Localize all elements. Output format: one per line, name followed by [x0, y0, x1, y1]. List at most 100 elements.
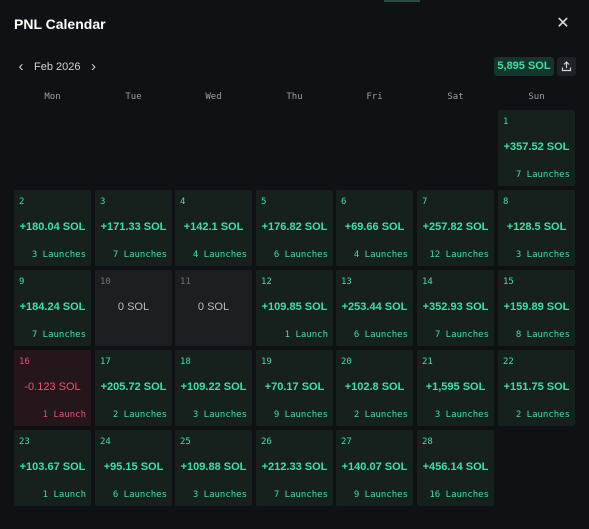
day-pnl: +159.89 SOL	[503, 301, 570, 313]
launch-count: 9 Launches	[273, 410, 328, 420]
calendar-day[interactable]: 22 +151.75 SOL 2 Launches	[498, 350, 575, 426]
top-accent-line	[384, 0, 420, 2]
day-number: 26	[261, 437, 272, 447]
calendar-day[interactable]: 7 +257.82 SOL 12 Launches	[417, 190, 494, 266]
day-number: 22	[503, 357, 514, 367]
day-pnl: +212.33 SOL	[261, 461, 328, 473]
weekday-label: Thu	[286, 92, 303, 102]
calendar-day[interactable]: 14 +352.93 SOL 7 Launches	[417, 270, 494, 346]
calendar-day[interactable]: 8 +128.5 SOL 3 Launches	[498, 190, 575, 266]
calendar-day[interactable]: 26 +212.33 SOL 7 Launches	[256, 430, 333, 506]
calendar-day[interactable]: 18 +109.22 SOL 3 Launches	[175, 350, 252, 426]
day-number: 18	[180, 357, 191, 367]
day-number: 3	[100, 197, 106, 207]
day-pnl: +95.15 SOL	[103, 461, 164, 473]
day-number: 17	[100, 357, 111, 367]
total-pnl-badge: 5,895 SOL	[494, 57, 554, 76]
calendar-day[interactable]: 5 +176.82 SOL 6 Launches	[256, 190, 333, 266]
day-pnl: +257.82 SOL	[422, 221, 489, 233]
day-pnl: +140.07 SOL	[341, 461, 408, 473]
day-number: 20	[341, 357, 352, 367]
day-pnl: +184.24 SOL	[19, 301, 86, 313]
day-pnl: +176.82 SOL	[261, 221, 328, 233]
weekday-label: Mon	[44, 92, 61, 102]
close-icon[interactable]: ✕	[556, 15, 570, 32]
launch-count: 12 Launches	[429, 250, 489, 260]
calendar-day[interactable]: 1 +357.52 SOL 7 Launches	[498, 110, 575, 186]
chevron-right-icon[interactable]: ›	[90, 58, 96, 75]
day-number: 10	[100, 277, 111, 287]
calendar-day[interactable]: 3 +171.33 SOL 7 Launches	[95, 190, 172, 266]
calendar-day[interactable]: 16 -0.123 SOL 1 Launch	[14, 350, 91, 426]
day-number: 7	[422, 197, 428, 207]
day-number: 8	[503, 197, 509, 207]
calendar-day[interactable]: 23 +103.67 SOL 1 Launch	[14, 430, 91, 506]
calendar-day[interactable]: 27 +140.07 SOL 9 Launches	[336, 430, 413, 506]
month-label: Feb 2026	[34, 61, 81, 73]
day-number: 23	[19, 437, 30, 447]
launch-count: 4 Launches	[192, 250, 247, 260]
launch-count: 7 Launches	[434, 330, 489, 340]
day-number: 28	[422, 437, 433, 447]
day-pnl: +205.72 SOL	[100, 381, 167, 393]
calendar-day[interactable]: 28 +456.14 SOL 16 Launches	[417, 430, 494, 506]
calendar-day[interactable]: 21 +1,595 SOL 3 Launches	[417, 350, 494, 426]
day-number: 4	[180, 197, 186, 207]
launch-count: 1 Launch	[42, 490, 86, 500]
launch-count: 1 Launch	[42, 410, 86, 420]
launch-count: 7 Launches	[515, 170, 570, 180]
calendar-day[interactable]: 12 +109.85 SOL 1 Launch	[256, 270, 333, 346]
day-pnl: +180.04 SOL	[19, 221, 86, 233]
day-pnl: +357.52 SOL	[503, 141, 570, 153]
calendar-day[interactable]: 20 +102.8 SOL 2 Launches	[336, 350, 413, 426]
day-number: 1	[503, 117, 509, 127]
day-number: 25	[180, 437, 191, 447]
day-pnl: +102.8 SOL	[344, 381, 405, 393]
day-number: 13	[341, 277, 352, 287]
calendar-day[interactable]: 25 +109.88 SOL 3 Launches	[175, 430, 252, 506]
launch-count: 2 Launches	[112, 410, 167, 420]
day-number: 5	[261, 197, 267, 207]
calendar-day[interactable]: 17 +205.72 SOL 2 Launches	[95, 350, 172, 426]
day-number: 9	[19, 277, 25, 287]
launch-count: 3 Launches	[192, 410, 247, 420]
day-pnl: +70.17 SOL	[264, 381, 325, 393]
launch-count: 6 Launches	[353, 330, 408, 340]
launch-count: 8 Launches	[515, 330, 570, 340]
launch-count: 9 Launches	[353, 490, 408, 500]
day-pnl: -0.123 SOL	[24, 381, 81, 393]
share-button[interactable]	[557, 57, 576, 76]
calendar-day[interactable]: 15 +159.89 SOL 8 Launches	[498, 270, 575, 346]
weekday-label: Wed	[205, 92, 222, 102]
weekday-label: Fri	[366, 92, 383, 102]
calendar-day[interactable]: 4 +142.1 SOL 4 Launches	[175, 190, 252, 266]
calendar-day[interactable]: 19 +70.17 SOL 9 Launches	[256, 350, 333, 426]
launch-count: 3 Launches	[515, 250, 570, 260]
calendar-day[interactable]: 11 0 SOL	[175, 270, 252, 346]
day-number: 19	[261, 357, 272, 367]
launch-count: 3 Launches	[31, 250, 86, 260]
month-navigator: ‹ Feb 2026 ›	[14, 58, 100, 76]
day-pnl: +109.22 SOL	[180, 381, 247, 393]
launch-count: 3 Launches	[192, 490, 247, 500]
calendar-day[interactable]: 10 0 SOL	[95, 270, 172, 346]
day-number: 6	[341, 197, 347, 207]
launch-count: 3 Launches	[434, 410, 489, 420]
launch-count: 16 Launches	[429, 490, 489, 500]
launch-count: 2 Launches	[515, 410, 570, 420]
calendar-day[interactable]: 13 +253.44 SOL 6 Launches	[336, 270, 413, 346]
launch-count: 6 Launches	[112, 490, 167, 500]
day-number: 14	[422, 277, 433, 287]
calendar-day[interactable]: 2 +180.04 SOL 3 Launches	[14, 190, 91, 266]
day-number: 12	[261, 277, 272, 287]
day-number: 16	[19, 357, 30, 367]
chevron-left-icon[interactable]: ‹	[18, 58, 24, 75]
share-icon	[561, 61, 572, 72]
day-number: 24	[100, 437, 111, 447]
day-pnl: +103.67 SOL	[19, 461, 86, 473]
day-pnl: +109.85 SOL	[261, 301, 328, 313]
calendar-day[interactable]: 9 +184.24 SOL 7 Launches	[14, 270, 91, 346]
calendar-day[interactable]: 6 +69.66 SOL 4 Launches	[336, 190, 413, 266]
calendar-day[interactable]: 24 +95.15 SOL 6 Launches	[95, 430, 172, 506]
day-pnl: +171.33 SOL	[100, 221, 167, 233]
